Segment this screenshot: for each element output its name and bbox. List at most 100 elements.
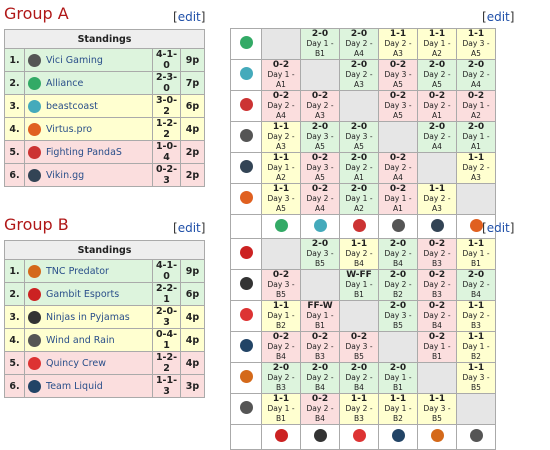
grid-row: 2-0 Day 3 - B5 1-1 Day 2 - B4 2-0 Day 2 - B4 0…	[230, 238, 496, 270]
standings-row: 5. Quincy Crew 1-2-2 4p	[4, 351, 206, 375]
match-score: 0-2	[311, 332, 329, 342]
match-result-cell: 2-0 Day 2 - A4	[417, 121, 457, 153]
match-score: 2-0	[389, 363, 407, 373]
grid-row-header	[230, 28, 262, 60]
match-result-cell: 0-2 Day 3 - A5	[300, 152, 340, 184]
grid-row: 2-0 Day 1 - B1 2-0 Day 2 - A4 1-1 Day 2 - A3 1…	[230, 28, 496, 60]
standings-record: 2-3-0	[152, 71, 181, 95]
grid-column-header	[456, 214, 496, 240]
team-name-link[interactable]: Quincy Crew	[46, 357, 106, 369]
match-result-cell: 2-0 Day 2 - A5	[417, 59, 457, 91]
match-day: Day 3 - B5	[345, 342, 373, 361]
match-day: Day 2 - A3	[306, 101, 334, 120]
match-score: 0-2	[389, 153, 407, 163]
vikin-gg-icon	[28, 168, 41, 182]
team-name-link[interactable]: Ninjas in Pyjamas	[46, 311, 130, 323]
standings-team: Quincy Crew	[24, 351, 153, 375]
wind-and-rain-icon	[469, 429, 483, 442]
grid-empty-cell	[261, 28, 301, 60]
alliance-icon	[274, 219, 288, 232]
team-name-link[interactable]: Wind and Rain	[46, 334, 115, 346]
match-result-cell: 2-0 Day 2 - B4	[300, 362, 340, 394]
match-score: 0-2	[272, 60, 290, 70]
match-score: 0-2	[428, 332, 446, 342]
match-score: 2-0	[311, 29, 329, 39]
match-result-cell: 2-0 Day 2 - B3	[261, 362, 301, 394]
standings-points: 2p	[179, 163, 206, 187]
grid-column-header	[417, 424, 457, 450]
team-name-link[interactable]: beastcoast	[46, 100, 98, 112]
group-b-grid-edit-link[interactable]: edit	[486, 221, 510, 235]
team-name-link[interactable]: Virtus.pro	[46, 123, 93, 135]
match-score: 0-2	[272, 332, 290, 342]
match-result-cell: 2-0 Day 2 - B4	[456, 269, 496, 301]
match-result-cell: W-FF Day 1 - B1	[339, 269, 379, 301]
grid-row: 1-1 Day 1 - B1 0-2 Day 2 - B4 1-1 Day 2 - B3 1…	[230, 393, 496, 425]
match-day: Day 2 - B3	[423, 249, 451, 268]
beastcoast-icon	[239, 67, 253, 80]
match-day: Day 1 - A1	[384, 194, 412, 213]
group-b-standings-edit-link[interactable]: edit	[177, 221, 201, 235]
match-score: 2-0	[389, 301, 407, 311]
team-name-link[interactable]: Vici Gaming	[46, 54, 103, 66]
match-day: Day 3 - A5	[384, 101, 412, 120]
group-a-standings-edit-link[interactable]: edit	[177, 10, 201, 24]
group-a-match-grid: 2-0 Day 1 - B1 2-0 Day 2 - A4 1-1 Day 2 - A3 1…	[230, 28, 496, 240]
grid-empty-cell	[378, 121, 418, 153]
match-result-cell: 2-0 Day 2 - A1	[339, 152, 379, 184]
grid-empty-cell	[339, 300, 379, 332]
match-day: Day 3 - B5	[423, 404, 451, 423]
match-day: Day 2 - A5	[423, 70, 451, 89]
tnc-predator-icon	[28, 264, 41, 278]
beastcoast-icon	[313, 219, 327, 232]
grid-corner-cell	[230, 214, 262, 240]
match-result-cell: 0-2 Day 1 - B1	[417, 331, 457, 363]
match-result-cell: 1-1 Day 1 - A2	[261, 152, 301, 184]
match-day: Day 1 - B2	[267, 311, 295, 330]
grid-row: 1-1 Day 3 - A5 0-2 Day 2 - A4 2-0 Day 1 - A2 0…	[230, 183, 496, 215]
match-result-cell: 1-1 Day 1 - B2	[261, 300, 301, 332]
match-day: Day 2 - A1	[345, 163, 373, 182]
standings-team: TNC Predator	[24, 259, 153, 283]
group-b-standings-table: Standings 1. TNC Predator 4-1-0 9p 2. Gambit E…	[3, 240, 206, 398]
team-name-link[interactable]: Gambit Esports	[46, 288, 120, 300]
match-result-cell: 2-0 Day 1 - B1	[300, 28, 340, 60]
grid-empty-cell	[300, 59, 340, 91]
standings-rank: 6.	[4, 163, 25, 187]
match-day: Day 3 - B5	[306, 249, 334, 268]
match-result-cell: 1-1 Day 1 - A2	[417, 28, 457, 60]
match-result-cell: 2-0 Day 1 - A1	[456, 121, 496, 153]
match-result-cell: 0-2 Day 2 - B3	[300, 331, 340, 363]
match-score: 1-1	[467, 363, 485, 373]
grid-row: 0-2 Day 2 - B4 0-2 Day 2 - B3 0-2 Day 3 - B5 0…	[230, 331, 496, 363]
team-name-link[interactable]: Team Liquid	[46, 380, 103, 392]
match-day: Day 3 - A5	[345, 132, 373, 151]
match-result-cell: 1-1 Day 3 - A5	[456, 28, 496, 60]
match-result-cell: 1-1 Day 1 - B2	[456, 331, 496, 363]
team-name-link[interactable]: Vikin.gg	[46, 169, 85, 181]
match-day: Day 3 - A5	[306, 132, 334, 151]
team-name-link[interactable]: Fighting PandaS	[46, 146, 122, 158]
grid-row: 2-0 Day 2 - B3 2-0 Day 2 - B4 2-0 Day 2 - B4 2…	[230, 362, 496, 394]
match-day: Day 2 - B4	[345, 249, 373, 268]
team-name-link[interactable]: TNC Predator	[46, 265, 109, 277]
standings-points: 3p	[179, 374, 206, 398]
match-score: 2-0	[428, 60, 446, 70]
match-result-cell: 2-0 Day 3 - B5	[300, 238, 340, 270]
match-day: Day 2 - B4	[306, 373, 334, 392]
match-score: 0-2	[272, 270, 290, 280]
standings-points: 4p	[179, 305, 206, 329]
match-day: Day 2 - B4	[306, 404, 334, 423]
match-score: 2-0	[350, 363, 368, 373]
match-score: 1-1	[467, 153, 485, 163]
standings-header: Standings	[3, 240, 206, 260]
vikin-gg-icon	[430, 219, 444, 232]
team-name-link[interactable]: Alliance	[46, 77, 84, 89]
standings-team: beastcoast	[24, 94, 153, 118]
match-result-cell: 1-1 Day 2 - A3	[456, 152, 496, 184]
group-a-grid-edit-link[interactable]: edit	[486, 10, 510, 24]
standings-points: 2p	[179, 140, 206, 164]
match-day: Day 2 - B3	[345, 404, 373, 423]
match-day: Day 2 - B4	[345, 373, 373, 392]
vici-gaming-icon	[391, 219, 405, 232]
